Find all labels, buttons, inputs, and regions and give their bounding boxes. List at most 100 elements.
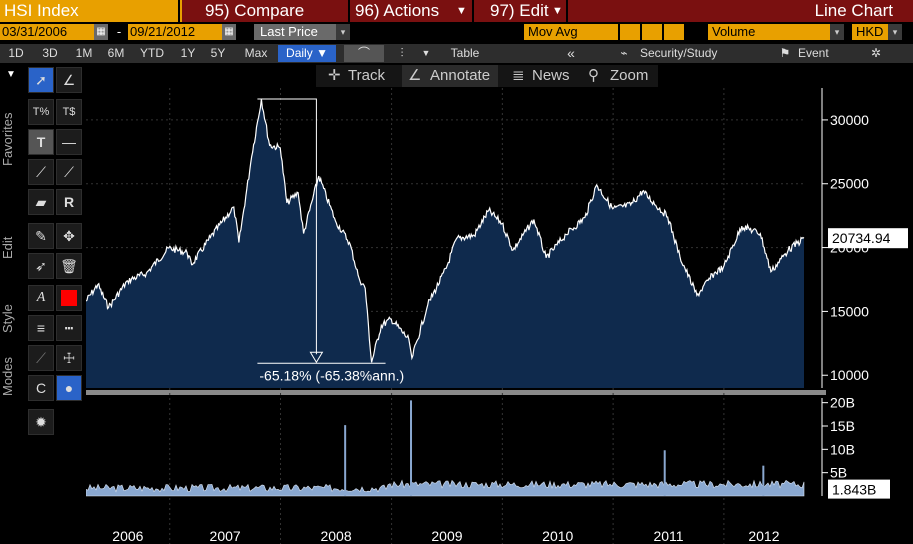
- security-study-button[interactable]: Security/Study: [640, 46, 718, 60]
- percent-tool-icon[interactable]: T%: [28, 99, 54, 125]
- edit-button[interactable]: 97) Edit: [490, 1, 549, 20]
- cursor-icon[interactable]: ➚: [28, 67, 54, 93]
- ray-line-icon[interactable]: ⟋: [56, 159, 82, 185]
- price-tick-label: 15000: [830, 303, 869, 319]
- price-axis: 100001500020000250003000020734.94: [821, 88, 908, 388]
- command-bar: HSI Index 95) Compare 96) Actions ▼ 97) …: [0, 0, 913, 22]
- color-balls-icon[interactable]: ●: [56, 375, 82, 401]
- period-1d[interactable]: 1D: [8, 46, 24, 60]
- compare-button[interactable]: 95) Compare: [205, 1, 305, 20]
- mov-avg-param-1[interactable]: [598, 24, 618, 40]
- calendar-icon[interactable]: ▦: [94, 24, 108, 40]
- flag-icon: ⚑: [779, 46, 791, 60]
- pencil-icon[interactable]: ✎: [28, 223, 54, 249]
- period-bar: 1D 3D 1M 6M YTD 1Y 5Y Max Daily ▼ ⌒ ⫶ ▼ …: [0, 44, 913, 63]
- disabled-pencil-icon: ⟋: [28, 345, 54, 371]
- trend-line-icon[interactable]: ⟋: [28, 159, 54, 185]
- start-date-field[interactable]: 03/31/2006: [0, 24, 94, 40]
- add-point-icon[interactable]: ➶: [28, 253, 54, 279]
- volume-select[interactable]: Volume: [708, 24, 832, 40]
- table-button[interactable]: Table: [450, 46, 480, 60]
- track-button[interactable]: Track: [348, 67, 385, 84]
- drawing-toolbar: ▼ Favorites Edit Style Modes ➚ ∠ T% T$ T…: [0, 63, 86, 443]
- volume-tick-label: 5B: [830, 465, 847, 481]
- edit-caret-icon[interactable]: ▼: [552, 5, 563, 17]
- price-field-select[interactable]: Last Price: [254, 24, 340, 40]
- period-ytd[interactable]: YTD: [140, 46, 164, 60]
- caret-down-icon[interactable]: ▼: [6, 69, 16, 80]
- price-area: [86, 99, 804, 388]
- last-volume-label: 1.843B: [832, 482, 876, 498]
- year-label: 2011: [653, 528, 683, 544]
- mov-avg-param-2[interactable]: [620, 24, 640, 40]
- divider: [566, 0, 568, 22]
- panel-divider: [86, 390, 826, 395]
- chart-type-label[interactable]: Line Chart: [814, 1, 893, 20]
- volume-tick-label: 10B: [830, 441, 855, 457]
- currency-select[interactable]: HKD: [852, 24, 890, 40]
- trash-icon[interactable]: 🗑: [56, 253, 82, 279]
- plot-area: [86, 98, 805, 388]
- period-3d[interactable]: 3D: [42, 46, 58, 60]
- end-date-field[interactable]: 09/21/2012: [128, 24, 222, 40]
- color-swatch[interactable]: [56, 285, 82, 311]
- year-label: 2008: [320, 528, 351, 544]
- divider: [472, 0, 474, 22]
- caret-down-icon[interactable]: ▼: [421, 48, 431, 58]
- mov-avg-param-4[interactable]: [664, 24, 684, 40]
- drawdown-annotation: -65.18% (-65.38%ann.): [257, 98, 404, 383]
- frequency-select[interactable]: Daily ▼: [278, 45, 336, 62]
- modes-label: Modes: [0, 356, 15, 396]
- horizontal-line-icon[interactable]: —: [56, 129, 82, 155]
- chevron-down-icon[interactable]: ▾: [830, 24, 844, 40]
- style-label: Style: [0, 304, 15, 334]
- channel-icon[interactable]: ▰: [28, 189, 54, 215]
- annotate-button[interactable]: Annotate: [430, 67, 491, 84]
- event-button[interactable]: Event: [798, 46, 829, 60]
- period-6m[interactable]: 6M: [107, 46, 125, 60]
- line-chart-icon[interactable]: ⌒: [344, 45, 384, 62]
- pointer-plus-icon[interactable]: ☩: [56, 345, 82, 371]
- mov-avg-param-3[interactable]: [642, 24, 662, 40]
- dollar-tool-icon[interactable]: T$: [56, 99, 82, 125]
- volume-tick-label: 15B: [830, 418, 855, 434]
- volume-axis: 5B 10B 15B 20B 1.843B: [821, 395, 890, 499]
- magnet-icon[interactable]: C: [28, 375, 54, 401]
- volume-tick-label: 20B: [830, 395, 855, 411]
- divider: [348, 0, 350, 22]
- period-5y[interactable]: 5Y: [210, 46, 226, 60]
- chevron-down-icon[interactable]: ▾: [336, 24, 350, 40]
- settings-gear-icon[interactable]: ✹: [28, 409, 54, 435]
- retracement-icon[interactable]: R: [56, 189, 82, 215]
- year-label: 2007: [210, 528, 241, 544]
- text-tool-icon[interactable]: T: [28, 129, 54, 155]
- volume-panel: [86, 400, 805, 497]
- news-button[interactable]: News: [532, 67, 570, 84]
- last-volume-flag: [828, 479, 890, 499]
- pen-icon[interactable]: ∠: [56, 67, 82, 93]
- ticker-field[interactable]: HSI Index: [0, 0, 182, 22]
- period-max[interactable]: Max: [244, 46, 268, 60]
- price-chart[interactable]: 100001500020000250003000020734.94 5B 10B 1…: [86, 63, 913, 544]
- line-weight-icon[interactable]: ≡: [28, 315, 54, 341]
- edit-label: Edit: [0, 236, 15, 260]
- red-swatch-icon: [61, 290, 77, 306]
- zoom-button[interactable]: Zoom: [610, 67, 649, 84]
- annotate-icon: ∠: [408, 67, 422, 84]
- period-1m[interactable]: 1M: [75, 46, 93, 60]
- chevron-down-icon[interactable]: ▾: [888, 24, 902, 40]
- calendar-icon[interactable]: ▦: [222, 24, 236, 40]
- actions-button[interactable]: 96) Actions: [355, 1, 440, 20]
- mov-avg-field[interactable]: Mov Avg: [524, 24, 600, 40]
- caret-down-icon: ▼: [316, 46, 328, 60]
- year-label: 2012: [748, 528, 779, 544]
- divider: [178, 0, 180, 22]
- gear-icon[interactable]: ✲: [870, 46, 882, 60]
- actions-caret-icon[interactable]: ▼: [456, 5, 467, 17]
- font-style-icon[interactable]: A: [28, 285, 54, 311]
- line-dash-icon[interactable]: ┅: [56, 315, 82, 341]
- move-icon[interactable]: ✥: [56, 223, 82, 249]
- collapse-icon[interactable]: «: [567, 45, 575, 61]
- period-1y[interactable]: 1Y: [180, 46, 196, 60]
- bar-chart-icon[interactable]: ⫶: [400, 46, 404, 60]
